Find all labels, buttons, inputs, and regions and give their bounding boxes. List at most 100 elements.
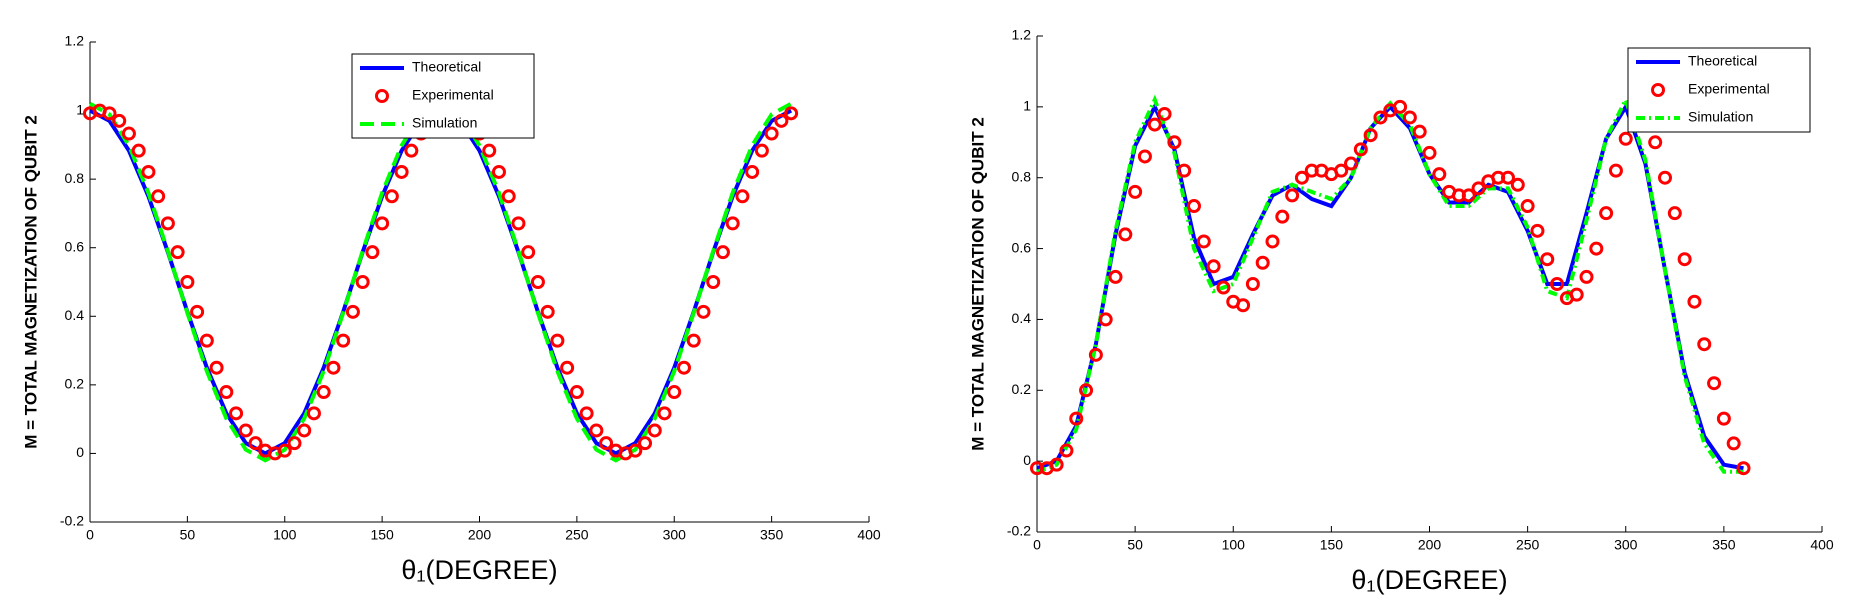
data-point [1059, 443, 1074, 458]
data-point [229, 406, 244, 421]
data-point [1236, 298, 1251, 313]
data-point [1432, 167, 1447, 182]
y-tick-label: 1 [1023, 98, 1031, 114]
data-point [491, 164, 506, 179]
data-point [1608, 163, 1623, 178]
y-tick-label: -0.2 [60, 513, 84, 529]
x-tick-label: 150 [1320, 537, 1344, 553]
data-point [151, 189, 166, 204]
data-point [696, 304, 711, 319]
data-point [511, 216, 526, 231]
data-point [1422, 145, 1437, 160]
data-point [1206, 259, 1221, 274]
x-tick-label: 50 [1127, 537, 1143, 553]
x-tick-label: 300 [1614, 537, 1638, 553]
data-point [1088, 347, 1103, 362]
data-point [1461, 188, 1476, 203]
data-point [1393, 99, 1408, 114]
y-tick-label: 0.4 [65, 307, 85, 323]
y-axis-label: M = TOTAL MAGNETIZATION OF QUBIT 2 [968, 117, 987, 451]
data-point [1520, 199, 1535, 214]
data-point [1255, 255, 1270, 270]
data-point [745, 164, 760, 179]
data-point [1373, 110, 1388, 125]
x-tick-label: 350 [760, 527, 784, 543]
data-point [1658, 170, 1672, 185]
data-point [365, 245, 380, 260]
y-tick-label: 0 [76, 444, 84, 460]
axes: 0 50 100 150 200 250 300 350 400-0.200.20.40.60.… [21, 33, 880, 585]
data-point [1707, 376, 1722, 391]
legend-swatch [1651, 83, 1665, 97]
x-tick-label: 100 [273, 527, 297, 543]
data-point [647, 423, 662, 438]
series-line [89, 101, 793, 463]
data-point [1098, 312, 1113, 327]
x-tick-label: 250 [1516, 537, 1540, 553]
y-tick-label: 0.8 [65, 170, 85, 186]
y-tick-label: 1 [76, 101, 84, 117]
data-point [550, 333, 565, 348]
legend-label: Simulation [1688, 109, 1753, 125]
data-point [482, 143, 497, 158]
data-point [1334, 163, 1349, 178]
data-point [599, 436, 614, 451]
data-point [1069, 411, 1084, 426]
data-point [209, 360, 224, 375]
data-point [784, 106, 799, 121]
data-point [1648, 135, 1663, 150]
x-tick-label: 350 [1712, 537, 1736, 553]
data-point [121, 126, 136, 141]
data-point [1599, 206, 1614, 221]
data-point [1677, 252, 1692, 267]
data-point [297, 423, 312, 438]
data-point [1245, 277, 1260, 291]
data-point [628, 443, 643, 458]
data-point [336, 333, 351, 348]
data-point [1157, 106, 1172, 121]
y-tick-label: 1.2 [65, 33, 85, 49]
data-point [1697, 337, 1712, 352]
data-point [1540, 252, 1555, 267]
data-point [1294, 170, 1309, 185]
x-axis-label: θ₁(DEGREE) [1351, 565, 1507, 595]
data-point [1275, 209, 1290, 224]
data-point [1196, 234, 1211, 249]
legend-label: Experimental [1688, 81, 1770, 97]
data-point [1049, 457, 1064, 472]
data-point [1501, 170, 1515, 185]
y-tick-label: 0.2 [65, 376, 85, 392]
data-point [657, 406, 672, 421]
data-point [287, 436, 302, 451]
data-point [199, 333, 214, 348]
data-point [1108, 269, 1123, 284]
data-point [686, 333, 701, 348]
data-point [1716, 411, 1731, 426]
legend: Theoretical Experimental Simulation [351, 53, 535, 139]
data-point [735, 189, 750, 204]
data-point [754, 143, 769, 158]
data-point [1285, 188, 1300, 203]
data-point [1265, 234, 1280, 249]
legend-label: Theoretical [1688, 53, 1757, 69]
x-tick-label: 150 [370, 527, 394, 543]
data-point [1550, 277, 1565, 291]
x-tick-label: 0 [86, 527, 94, 543]
y-tick-label: 0.6 [65, 238, 85, 254]
data-point [384, 189, 399, 204]
x-axis-label: θ₁(DEGREE) [401, 555, 557, 585]
y-tick-label: 0.2 [1012, 381, 1032, 397]
data-point [248, 436, 263, 451]
data-point [530, 275, 545, 289]
data-point [1510, 177, 1525, 192]
x-tick-label: 400 [1810, 537, 1834, 553]
data-point [579, 406, 594, 421]
y-tick-label: 0.8 [1012, 168, 1032, 184]
data-point [1569, 287, 1584, 302]
data-point [1687, 294, 1702, 309]
x-tick-label: 200 [1418, 537, 1442, 553]
data-point [1471, 181, 1486, 196]
data-point [1137, 149, 1152, 164]
data-point [1344, 156, 1358, 171]
